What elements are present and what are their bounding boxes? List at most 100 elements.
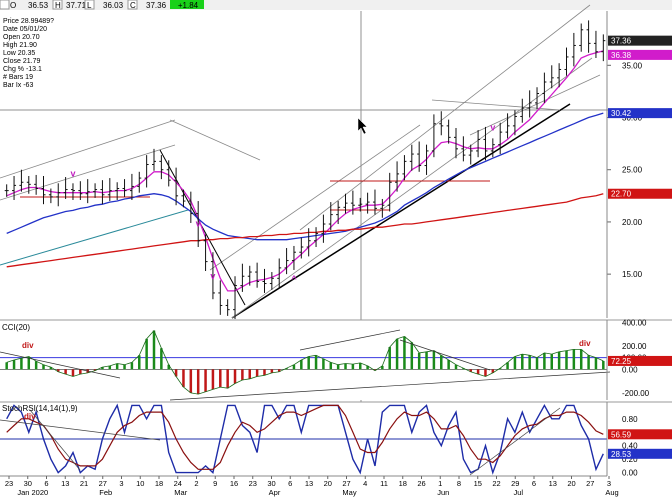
stoch-value-tag: [608, 429, 672, 440]
high-prefix: H: [55, 1, 61, 10]
month-label: Jan 2020: [17, 488, 48, 497]
quote-toolbar: O 36.53 H 37.71 L 36.03 C 37.36 +1.84: [0, 0, 672, 10]
date-label: 1: [438, 479, 442, 488]
date-label: 20: [567, 479, 575, 488]
date-label: 9: [213, 479, 217, 488]
price-axis-label: 25.00: [622, 166, 643, 175]
date-label: 3: [119, 479, 123, 488]
cci-panel[interactable]: 400.00200.00100.000.00-200.00CCI(20)divd…: [0, 318, 672, 401]
close-prefix: C: [130, 1, 136, 10]
date-label: 8: [457, 479, 461, 488]
price-tag: [608, 108, 672, 119]
info-open: Open 20.70: [3, 34, 40, 41]
stoch-red-line: [6, 404, 604, 470]
month-label: Jul: [513, 488, 523, 497]
month-label: Jun: [437, 488, 449, 497]
high-value: 37.71: [66, 1, 87, 10]
price-axis-label: 35.00: [622, 61, 643, 70]
date-label: 3: [607, 479, 611, 488]
date-label: 30: [267, 479, 275, 488]
date-label: 29: [511, 479, 519, 488]
info-date: Date 05/01/20: [3, 26, 47, 33]
date-label: 2: [194, 479, 198, 488]
stoch-trend-line: [0, 419, 161, 441]
date-label: 15: [474, 479, 482, 488]
price-axis-label: 15.00: [622, 270, 643, 279]
date-label: 20: [324, 479, 332, 488]
trend-line: [431, 99, 561, 111]
date-label: 11: [380, 479, 388, 488]
stoch-title: StochRSI(14,14(1),9): [2, 404, 78, 413]
price-tag: [608, 49, 672, 60]
date-label: 10: [136, 479, 144, 488]
trend-line: [231, 103, 571, 319]
date-label: 18: [155, 479, 163, 488]
date-label: 23: [5, 479, 13, 488]
date-label: 13: [305, 479, 313, 488]
date-label: 16: [230, 479, 238, 488]
cci-title: CCI(20): [2, 323, 30, 332]
date-label: 13: [549, 479, 557, 488]
cci-axis-label: -200.00: [622, 389, 650, 398]
month-label: Apr: [269, 488, 281, 497]
price-tag-label: 37.36: [611, 37, 632, 46]
divergence-label: div: [24, 412, 36, 421]
date-label: 26: [417, 479, 425, 488]
price-panel[interactable]: 35.0030.0025.0020.0015.00vvv^v37.3636.38…: [0, 4, 672, 475]
price-tag-label: 30.42: [611, 109, 632, 118]
high-box-icon: [52, 0, 63, 10]
cci-value-tag: [608, 355, 672, 366]
date-label: 24: [174, 479, 182, 488]
cci-trend-line: [399, 339, 491, 371]
info-price: Price 28.99489?: [3, 18, 54, 25]
stoch-trend-line: [469, 407, 561, 476]
trend-line: [169, 119, 261, 161]
open-value: 36.53: [28, 1, 49, 10]
date-label: 6: [532, 479, 536, 488]
price-axis-label: 20.00: [622, 218, 643, 227]
date-label: 21: [80, 479, 88, 488]
cci-axis-label: 0.00: [622, 365, 638, 374]
swing-marker: v: [490, 123, 495, 133]
date-label: 13: [61, 479, 69, 488]
stoch-axis-label: 0.20: [622, 455, 638, 464]
price-plot-background: [0, 11, 672, 318]
date-label: 4: [363, 479, 367, 488]
trend-line: [0, 119, 176, 179]
open-box-icon[interactable]: [0, 0, 10, 10]
date-label: 27: [586, 479, 594, 488]
price-tag-label: 36.38: [611, 51, 632, 60]
stoch-axis-label: 0.00: [622, 469, 638, 478]
mouse-cursor-icon: [357, 117, 368, 135]
swing-marker: v: [210, 271, 215, 281]
stoch-axis-label: 0.80: [622, 415, 638, 424]
info-bar-ix: Bar Ix -63: [3, 82, 33, 89]
stoch-axis-label: 0.40: [622, 442, 638, 451]
ma-blue-line: [6, 112, 604, 241]
low-value: 36.03: [103, 1, 124, 10]
stoch-value-tag: [608, 448, 672, 459]
cci-trend-line: [169, 371, 611, 401]
price-tag: [608, 188, 672, 199]
divergence-label: div: [579, 339, 591, 348]
stoch-value-label: 28.53: [611, 450, 632, 459]
trend-line: [469, 74, 601, 136]
date-label: 22: [492, 479, 500, 488]
stochrsi-panel[interactable]: 0.800.600.400.200.00StochRSI(14,14(1),9)…: [0, 401, 672, 478]
data-window: Price 28.99489? Date 05/01/20 Open 20.70…: [3, 18, 54, 89]
stoch-value-label: 56.59: [611, 430, 632, 439]
cci-trend-line: [0, 351, 121, 379]
month-label: May: [342, 488, 356, 497]
month-label: Mar: [174, 488, 187, 497]
month-label: Feb: [99, 488, 112, 497]
low-prefix: L: [87, 1, 92, 10]
close-box-icon: [127, 0, 138, 10]
low-box-icon: [84, 0, 95, 10]
info-bars: # Bars 19: [3, 74, 33, 81]
axis-background: [0, 476, 672, 497]
date-label: 27: [342, 479, 350, 488]
date-label: 30: [24, 479, 32, 488]
swing-marker: v: [70, 169, 75, 179]
trend-line: [209, 124, 421, 271]
trend-line: [0, 209, 189, 266]
